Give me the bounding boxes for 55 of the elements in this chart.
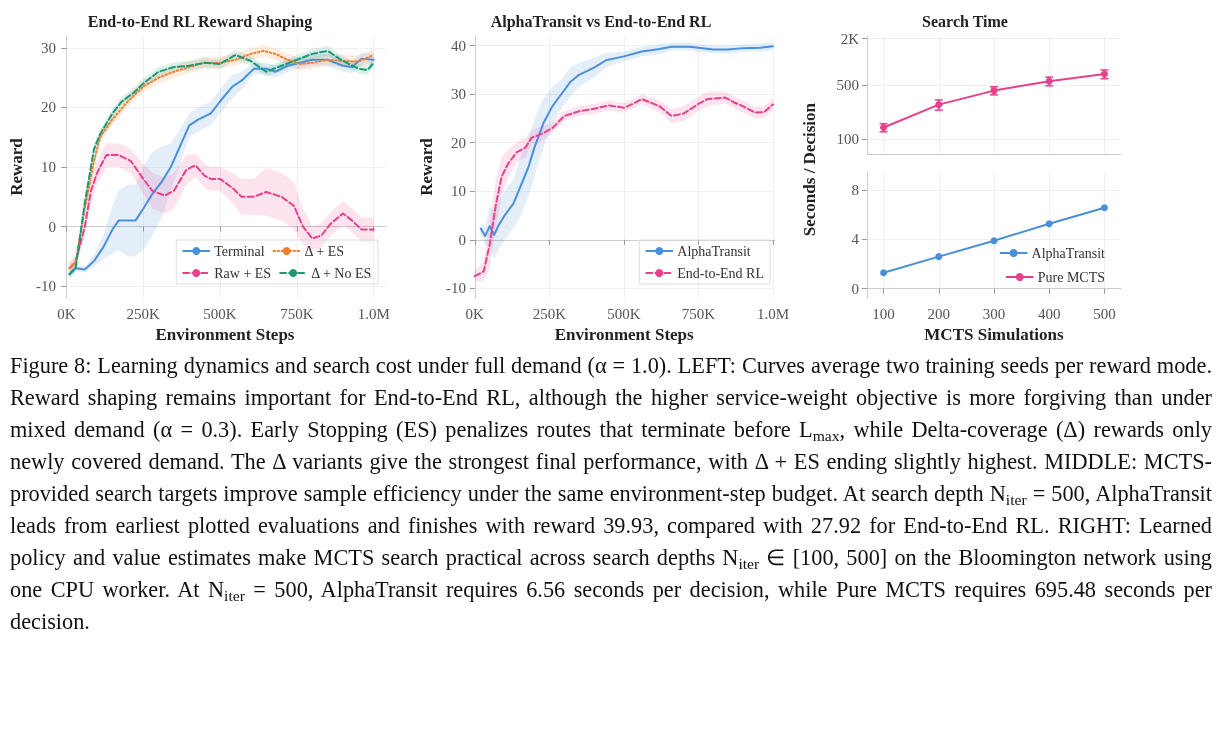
x-tick-label: 100	[872, 305, 895, 322]
legend-label: Pure MCTS	[1037, 269, 1106, 285]
legend-label: End-to-End RL	[677, 265, 765, 281]
x-tick-label: 200	[927, 305, 951, 322]
x-axis-title: Environment Steps	[155, 324, 295, 344]
x-tick-label: 500K	[607, 305, 641, 322]
y-tick-label: -10	[445, 280, 466, 297]
legend-label: Δ + No ES	[311, 265, 372, 281]
legend-label: AlphaTransit	[677, 243, 751, 259]
y-tick-label: 0	[851, 280, 859, 297]
y-tick-label: 8	[851, 181, 859, 198]
point	[990, 237, 998, 245]
legend-label: AlphaTransit	[1031, 245, 1106, 261]
y-axis-title: Seconds / Decision	[800, 102, 819, 237]
y-tick-label: 30	[450, 86, 466, 103]
x-tick-label: 0K	[57, 305, 76, 322]
y-tick-label: 10	[40, 159, 56, 175]
x-tick-label: 750K	[280, 305, 314, 322]
legend-label: Terminal	[214, 243, 265, 259]
y-tick-label: 0	[48, 218, 56, 235]
y-axis-title: Reward	[7, 137, 26, 196]
x-axis-title: Environment Steps	[554, 324, 695, 344]
chart-title: End-to-End RL Reward Shaping	[87, 12, 313, 31]
legend-label: Raw + ES	[214, 265, 272, 281]
y-tick-label: 4	[851, 231, 860, 248]
x-tick-label: 250K	[126, 305, 161, 322]
y-tick-label: 0	[458, 231, 466, 248]
x-tick-label: 500K	[203, 305, 237, 322]
point	[1045, 220, 1053, 228]
text: Figure 8: Learning dynamics and search cost under full demand (α = 1.0). LEFT: Curves average two training seeds per reward mode. Reward shaping remains important for End-to-End RL, although the higher service-weight objective is more forgiving than under mixed demand (α = 0.3). Early Stopping (ES) penalizes routes that terminate before L$_{max}$, while Delta-coverage (Δ) rewards only newly covered demand. The Δ variants give the strongest final performance, with Δ + ES ending slightly highest. MIDDLE: MCTS-provided search targets improve sample efficiency under the same environment-step budget. At search depth N$_{iter}$ = 500, AlphaTransit leads from earliest plotted evaluations and finishes with reward 39.93, compared with 27.92 for End-to-End RL. RIGHT: Learned policy and value estimates make MCTS search practical across search depths N$_{iter}$ ∈ [100, 500] on the Bloomington network using one CPU worker. At N$_{iter}$ = 500, AlphaTransit requires 6.56 seconds per decision, while Pure MCTS requires 695.48 seconds per decision.	[10, 353, 1213, 634]
y-tick-label: 10	[450, 183, 466, 200]
x-tick-label: 250K	[532, 305, 567, 322]
x-tick-label: 500	[1093, 305, 1116, 322]
x-tick-label: 750K	[681, 305, 716, 322]
legend-label: Δ + ES	[304, 243, 345, 259]
x-tick-label: 300	[982, 305, 1006, 322]
chart-title: Search Time	[922, 12, 1008, 30]
point	[935, 253, 943, 261]
point	[880, 269, 888, 277]
x-tick-label: 1.0M	[357, 305, 390, 322]
y-tick-label: 500	[836, 77, 859, 94]
y-tick-label: 30	[40, 39, 56, 56]
point	[1100, 204, 1108, 212]
y-tick-label: -10	[35, 278, 56, 295]
y-tick-label: 20	[450, 134, 466, 151]
x-tick-label: 0K	[465, 305, 485, 322]
chart-title: AlphaTransit vs End-to-End RL	[490, 12, 712, 31]
y-tick-label: 20	[40, 99, 56, 116]
x-tick-label: 1.0M	[756, 305, 790, 322]
y-axis-title: Reward	[417, 137, 436, 196]
y-tick-label: 40	[450, 37, 466, 54]
x-tick-label: 400	[1037, 305, 1061, 322]
x-axis-title: MCTS Simulations	[924, 324, 1065, 344]
y-tick-label: 100	[836, 131, 859, 148]
y-tick-label: 2K	[840, 30, 860, 47]
